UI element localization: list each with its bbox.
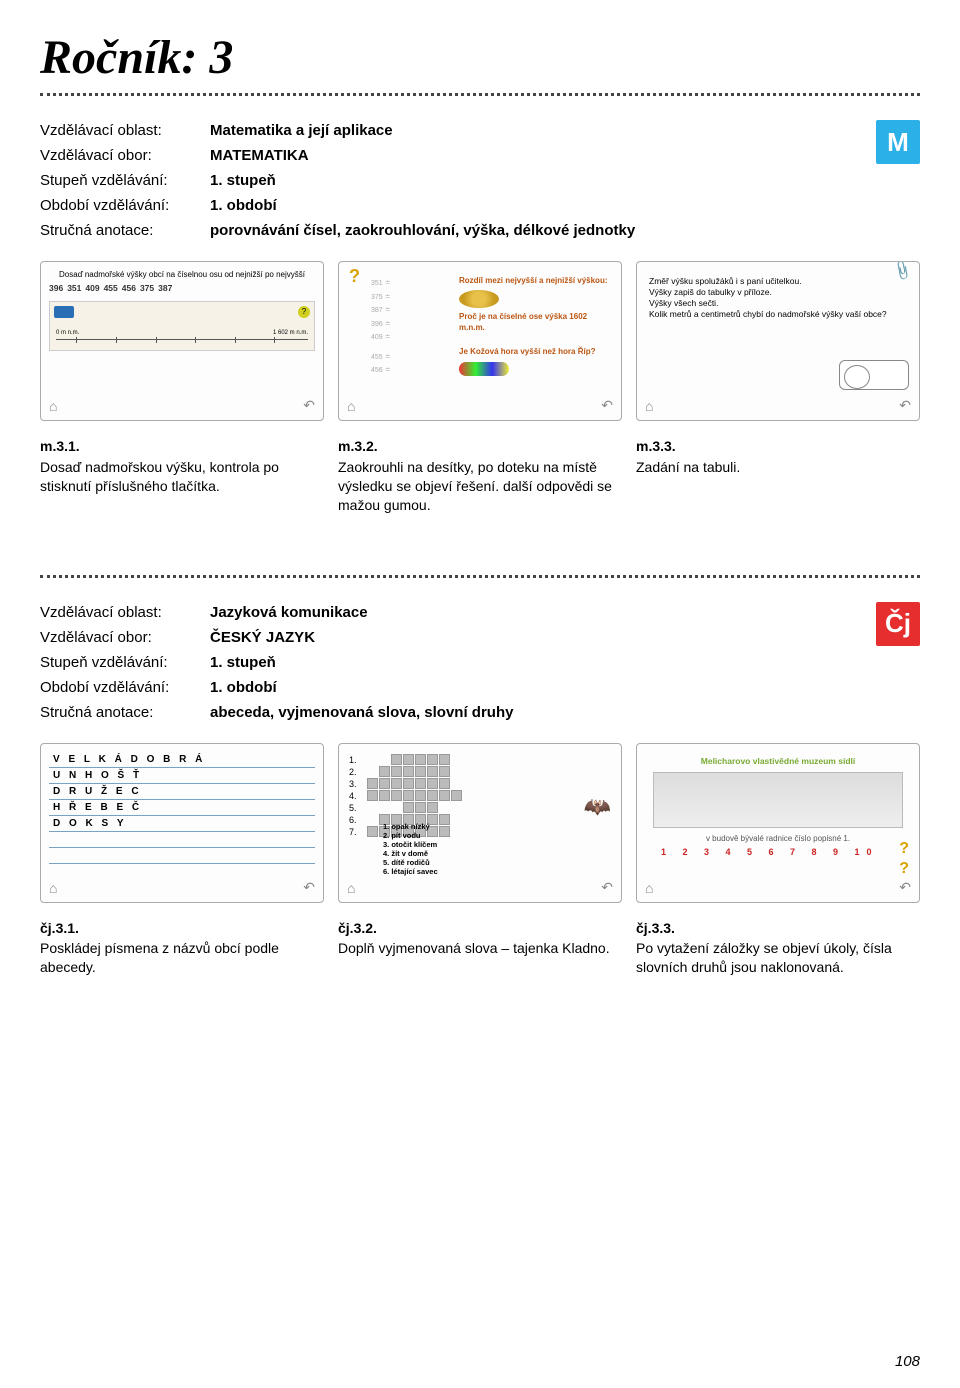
label-anotace: Stručná anotace: [40,702,210,723]
value-anotace: abeceda, vyjmenovaná slova, slovní druhy [210,702,513,723]
caption-m31: m.3.1. Dosaď nadmořskou výšku, kontrola … [40,437,324,515]
label-oblast: Vzdělávací oblast: [40,602,210,623]
thumbnail-cj33: Melicharovo vlastivědné muzeum sídlí v b… [636,743,920,903]
home-icon[interactable]: ⌂ [49,398,57,414]
question-icon: ? [899,840,909,858]
value-anotace: porovnávání čísel, zaokrouhlování, výška… [210,220,635,241]
thumb3-text: Změř výšku spolužáků i s paní učitelkou.… [645,270,911,326]
back-icon[interactable]: ↶ [601,879,613,896]
question-icon: ? [349,266,360,287]
thumb1-tags: 396 351 409 455 456 375 387 [49,283,315,293]
home-icon[interactable]: ⌂ [49,880,57,896]
label-oblast: Vzdělávací oblast: [40,120,210,141]
museum-image [653,772,903,828]
value-stupen: 1. stupeň [210,170,635,191]
thumb6-subtitle: v budově bývalé radnice číslo popisné 1. [645,834,911,843]
divider [40,575,920,578]
thumb2-questions: Rozdíl mezi nejvyšší a nejnižší výškou: … [459,276,613,376]
label-anotace: Stručná anotace: [40,220,210,241]
thumb6-numbers: 1 2 3 4 5 6 7 8 9 10 [661,847,911,857]
caption-cj31: čj.3.1. Poskládej písmena z názvů obcí p… [40,919,324,978]
label-stupen: Stupeň vzdělávání: [40,170,210,191]
thumb4-words: V E L K Á D O B R Á U N H O Š Ť D R U Ž … [53,752,205,832]
badge-czech: Čj [876,602,920,646]
label-stupen: Stupeň vzdělávání: [40,652,210,673]
value-stupen: 1. stupeň [210,652,513,673]
section1-header: Vzdělávací oblast: Vzdělávací obor: Stup… [40,120,920,241]
value-obdobi: 1. období [210,677,513,698]
label-obdobi: Období vzdělávání: [40,677,210,698]
home-icon[interactable]: ⌂ [347,398,355,414]
page-title: Ročník: 3 [40,30,920,85]
thumb2-numbers: 351≐ 375≐ 387≐ 396≐ 409≐ 455≐ 456≐ [369,276,391,377]
value-oblast: Jazyková komunikace [210,602,513,623]
back-icon[interactable]: ↶ [303,879,315,896]
thumbnail-m32: ? 351≐ 375≐ 387≐ 396≐ 409≐ 455≐ 456≐ Roz… [338,261,622,421]
caption-cj32: čj.3.2. Doplň vyjmenovaná slova – tajenk… [338,919,622,978]
thumb6-title: Melicharovo vlastivědné muzeum sídlí [645,756,911,766]
value-obor: ČESKÝ JAZYK [210,627,513,648]
caption-m33: m.3.3. Zadání na tabuli. [636,437,920,515]
thumb5-hints: 1. opak nízký 2. pít vodu 3. otočit klíč… [383,822,438,876]
caption-cj33: čj.3.3. Po vytažení záložky se objeví úk… [636,919,920,978]
home-icon[interactable]: ⌂ [645,880,653,896]
home-icon[interactable]: ⌂ [645,398,653,414]
home-icon[interactable]: ⌂ [347,880,355,896]
value-oblast: Matematika a její aplikace [210,120,635,141]
label-obor: Vzdělávací obor: [40,145,210,166]
label-obdobi: Období vzdělávání: [40,195,210,216]
back-icon[interactable]: ↶ [601,397,613,414]
divider [40,93,920,96]
tape-measure-icon [839,360,909,390]
page-number: 108 [895,1353,920,1370]
badge-math: M [876,120,920,164]
label-obor: Vzdělávací obor: [40,627,210,648]
question-icon: ? [899,860,909,878]
back-icon[interactable]: ↶ [303,397,315,414]
thumbnail-m33: 📎 Změř výšku spolužáků i s paní učitelko… [636,261,920,421]
thumb1-title: Dosaď nadmořské výšky obcí na číselnou o… [49,270,315,279]
caption-m32: m.3.2. Zaokrouhli na desítky, po doteku … [338,437,622,515]
thumbnail-cj32: 1.2.3.4.5.6.7. 🦇 1. opak nízký 2. pít vo… [338,743,622,903]
thumbnail-m31: Dosaď nadmořské výšky obcí na číselnou o… [40,261,324,421]
thumbnail-cj31: V E L K Á D O B R Á U N H O Š Ť D R U Ž … [40,743,324,903]
back-icon[interactable]: ↶ [899,879,911,896]
thumb5-numbers: 1.2.3.4.5.6.7. [349,754,357,839]
section2-header: Vzdělávací oblast: Vzdělávací obor: Stup… [40,602,920,723]
back-icon[interactable]: ↶ [899,397,911,414]
value-obdobi: 1. období [210,195,635,216]
value-obor: MATEMATIKA [210,145,635,166]
bat-icon: 🦇 [584,794,611,820]
thumb1-axis: ? 0 m n.m. 1 602 m n.m. [49,301,315,351]
